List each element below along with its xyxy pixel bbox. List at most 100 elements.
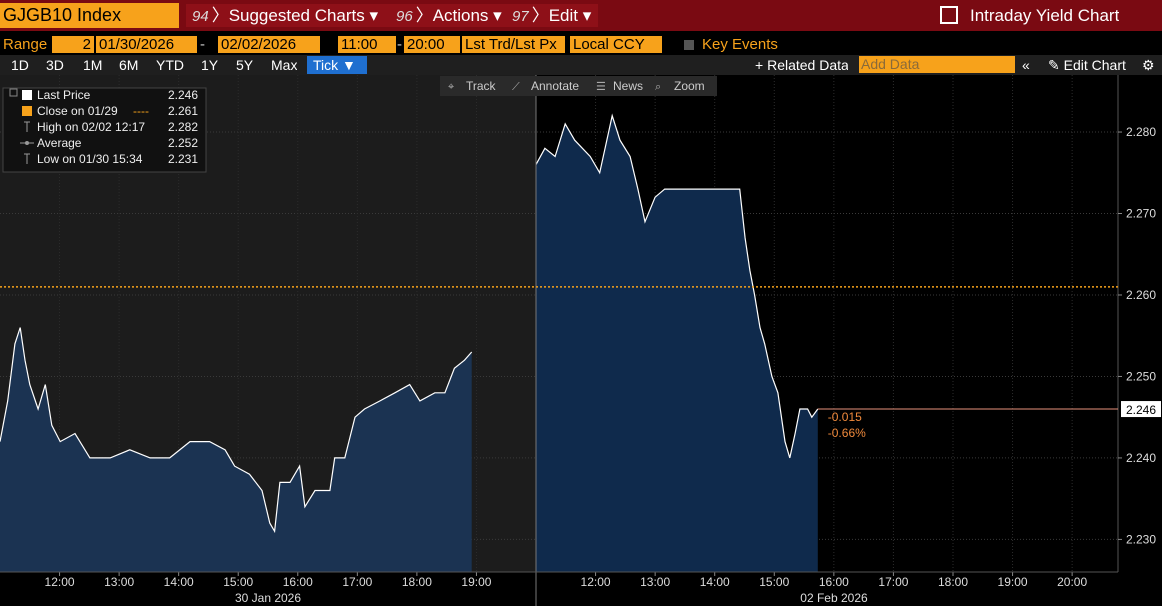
period[interactable]: YTD: [156, 57, 184, 73]
range-label: Range: [3, 36, 48, 53]
checkbox[interactable]: [684, 40, 694, 50]
x-tick-label: 12:00: [45, 575, 75, 589]
period[interactable]: 6M: [119, 57, 139, 73]
legend-value: 2.252: [168, 136, 198, 150]
legend-value: 2.231: [168, 152, 198, 166]
popout-icon[interactable]: [940, 6, 958, 24]
legend-label: High on 02/02 12:17: [37, 120, 145, 134]
period[interactable]: 3D: [46, 57, 64, 73]
edit-text: Edit Chart: [1063, 57, 1126, 73]
period[interactable]: 1D: [11, 57, 29, 73]
tool[interactable]: Track: [466, 79, 497, 93]
legend-label: Close on 01/29: [37, 104, 118, 118]
x-tick-label: 20:00: [1057, 575, 1087, 589]
add-data-input[interactable]: Add Data: [859, 56, 1015, 73]
menu-code: 96: [396, 8, 413, 25]
period: Tick: [313, 57, 339, 73]
settings[interactable]: ⚙: [1142, 57, 1155, 73]
tool-icon: ☰: [596, 81, 606, 93]
menu-label: Suggested Charts: [228, 6, 365, 25]
change-label: -0.66%: [828, 426, 866, 440]
menu-code: 97: [512, 8, 529, 25]
tool[interactable]: Annotate: [531, 79, 579, 93]
toolbar-bg: [440, 76, 717, 96]
change-label: -0.015: [828, 410, 862, 424]
legend-label: Low on 01/30 15:34: [37, 152, 143, 166]
end-time[interactable]: 20:00: [404, 36, 460, 53]
period[interactable]: 1Y: [201, 57, 219, 73]
menu-code: 94: [192, 8, 209, 25]
price-type[interactable]: Lst Trd/Lst Px: [462, 36, 565, 53]
menu[interactable]: 97 〉Edit ▾: [506, 4, 598, 27]
period-row: 1D 3D 1M 6M YTD 1Y 5Y Max Tick ▼ + Relat…: [0, 55, 1162, 75]
period[interactable]: 1M: [83, 57, 103, 73]
date-label: 30 Jan 2026: [235, 591, 301, 605]
collapse[interactable]: «: [1022, 57, 1030, 73]
period-selected[interactable]: Tick ▼: [307, 56, 367, 74]
tool-icon: ⌕: [655, 81, 661, 93]
tool[interactable]: News: [613, 79, 643, 93]
x-tick-label: 16:00: [283, 575, 313, 589]
x-tick-label: 13:00: [640, 575, 670, 589]
menu[interactable]: 94 〉Suggested Charts ▾: [186, 4, 396, 27]
currency[interactable]: Local CCY: [570, 36, 662, 53]
y-tick-label: 2.230: [1126, 532, 1156, 546]
y-tick-label: 2.240: [1126, 451, 1156, 465]
window-title: Intraday Yield Chart: [940, 4, 1119, 27]
ticker[interactable]: GJGB10 Index: [0, 3, 179, 28]
legend-value: 2.261: [168, 104, 198, 118]
menu[interactable]: 96 〉Actions ▾: [390, 4, 510, 27]
x-tick-label: 15:00: [759, 575, 789, 589]
period[interactable]: Max: [271, 57, 298, 73]
legend-box: [2, 87, 207, 173]
legend-value: 2.246: [168, 88, 198, 102]
y-tick-label: 2.260: [1126, 288, 1156, 302]
x-tick-label: 19:00: [461, 575, 491, 589]
dash: -: [200, 36, 205, 53]
legend-swatch: [25, 141, 29, 145]
top-bar: GJGB10 Index 94 〉Suggested Charts ▾ 96 〉Ac…: [0, 0, 1162, 31]
legend-label: Last Price: [37, 88, 91, 102]
chart-toolbar[interactable]: ⌖ Track ⟋ Annotate ☰ News ⌕ Zoom: [440, 76, 717, 96]
x-tick-label: 19:00: [998, 575, 1028, 589]
x-tick-label: 17:00: [878, 575, 908, 589]
y-tick-label: 2.280: [1126, 125, 1156, 139]
legend-collapse: [9, 88, 18, 97]
key-events: Key Events: [702, 36, 778, 53]
legend-swatch: [22, 106, 32, 116]
x-tick-label: 18:00: [938, 575, 968, 589]
dash: -: [397, 36, 402, 53]
tool-icon: ⌖: [448, 81, 454, 93]
legend-swatch: [22, 90, 32, 100]
related-data[interactable]: + Related Data: [755, 57, 848, 73]
x-tick-label: 16:00: [819, 575, 849, 589]
start-date[interactable]: 01/30/2026: [96, 36, 197, 53]
area-fill: [536, 115, 818, 572]
x-tick-label: 15:00: [223, 575, 253, 589]
tool[interactable]: Zoom: [674, 79, 705, 93]
x-tick-label: 14:00: [164, 575, 194, 589]
control-row: Range 2 01/30/2026 - 02/02/2026 11:00 - …: [0, 33, 1162, 55]
legend-swatch: [24, 153, 30, 164]
start-time[interactable]: 11:00: [338, 36, 396, 53]
legend-value: 2.282: [168, 120, 198, 134]
end-date[interactable]: 02/02/2026: [218, 36, 320, 53]
chart: 12:00 13:00 14:00 15:00 16:00 17:00 18:00 19:00…: [0, 75, 1161, 606]
y-tick-label: 2.270: [1126, 207, 1156, 221]
edit-chart[interactable]: ✎ Edit Chart: [1048, 57, 1126, 73]
menu-label: Edit: [548, 6, 578, 25]
legend-label: Average: [37, 136, 82, 150]
date-label: 02 Feb 2026: [800, 591, 868, 605]
legend-dashes: ----: [133, 104, 149, 118]
related-text: Related Data: [767, 57, 848, 73]
tool-icon: ⟋: [512, 81, 520, 93]
period[interactable]: 5Y: [236, 57, 254, 73]
title-text: Intraday Yield Chart: [970, 6, 1120, 25]
last-price-tag-label: 2.246: [1126, 403, 1156, 417]
area-fill: [0, 327, 472, 572]
legend-swatch: [24, 121, 30, 132]
range-input[interactable]: 2: [52, 36, 94, 53]
price-line: [0, 327, 473, 534]
menu-label: Actions: [432, 6, 489, 25]
